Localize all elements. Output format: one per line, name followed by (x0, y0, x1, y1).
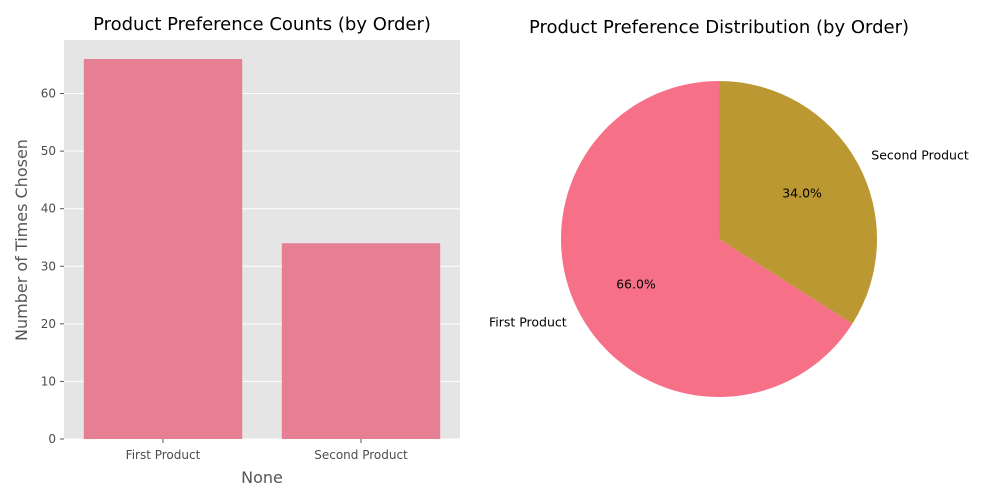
pie-slice-second-product (719, 81, 877, 324)
bar-chart: 0 10 20 30 40 50 60 First Product Second Produc… (12, 14, 460, 487)
pie-percent-first-product: 66.0% (616, 277, 656, 292)
pie-slice-first-product (561, 81, 853, 398)
y-tick-label: 10 (41, 374, 56, 388)
bar-second-product (281, 243, 441, 439)
y-tick-label: 30 (41, 259, 56, 273)
x-tick-label: First Product (126, 448, 201, 462)
y-tick-label: 0 (48, 432, 56, 446)
x-tick-label: Second Product (314, 448, 408, 462)
pie-labels: First Product 66.0% Second Product 34.0% (489, 147, 969, 329)
pie-percent-second-product: 34.0% (782, 185, 822, 200)
bar-series (83, 59, 441, 439)
pie-slices (561, 81, 877, 398)
y-axis-label: Number of Times Chosen (12, 139, 31, 341)
y-tick-label: 40 (41, 202, 56, 216)
pie-chart: Product Preference Distribution (by Orde… (489, 17, 969, 398)
pie-chart-title: Product Preference Distribution (by Orde… (529, 17, 909, 38)
y-tick-label: 20 (41, 317, 56, 331)
bar-first-product (83, 59, 243, 439)
pie-label-first-product: First Product (489, 315, 567, 330)
bar-chart-title: Product Preference Counts (by Order) (93, 14, 431, 35)
x-axis-label: None (241, 468, 283, 487)
y-tick-label: 60 (41, 87, 56, 101)
y-tick-label: 50 (41, 144, 56, 158)
pie-label-second-product: Second Product (871, 147, 969, 162)
y-axis-ticks: 0 10 20 30 40 50 60 (41, 87, 64, 446)
x-axis-ticks: First Product Second Product (126, 439, 408, 462)
